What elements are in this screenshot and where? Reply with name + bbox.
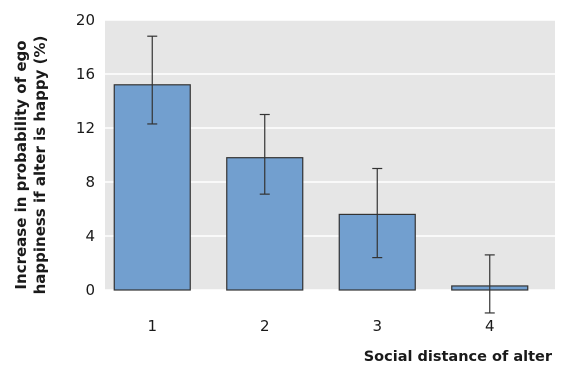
y-axis-title-line-2: happiness if alter is happy (%) — [31, 36, 49, 295]
x-tick-label: 3 — [372, 317, 382, 335]
x-tick-labels: 1 2 3 4 — [147, 317, 494, 335]
y-tick-labels: 0 4 8 12 16 20 — [76, 11, 95, 299]
y-tick-label: 0 — [85, 281, 95, 299]
y-tick-label: 16 — [76, 65, 95, 83]
y-axis-title-line-1: Increase in probability of ego — [12, 40, 30, 289]
y-tick-label: 8 — [85, 173, 95, 191]
x-axis-title: Social distance of alter — [364, 349, 553, 365]
y-tick-label: 20 — [76, 11, 95, 29]
x-tick-label: 4 — [485, 317, 495, 335]
y-tick-label: 4 — [85, 227, 95, 245]
y-tick-label: 12 — [76, 119, 95, 137]
error-bars — [147, 35, 495, 314]
x-tick-label: 1 — [147, 317, 157, 335]
x-tick-label: 2 — [260, 317, 270, 335]
